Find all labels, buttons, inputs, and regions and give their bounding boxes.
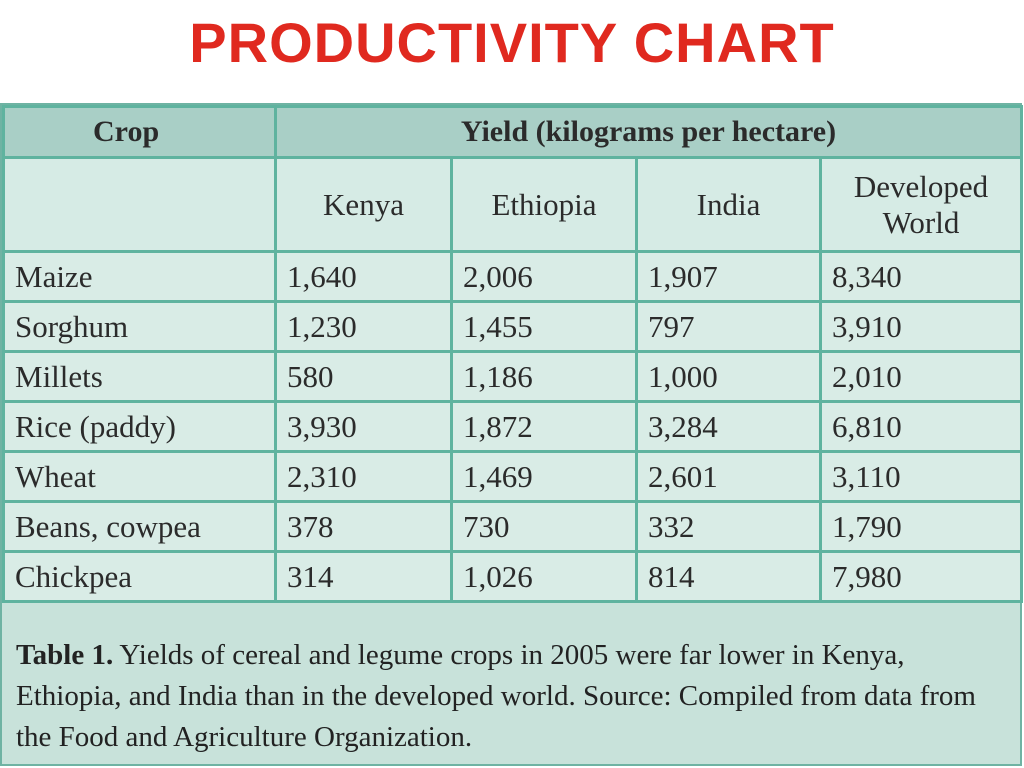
value-cell: 3,110 bbox=[818, 450, 1024, 503]
value-cell: 730 bbox=[450, 500, 638, 553]
value-cell: 1,872 bbox=[450, 400, 638, 453]
yield-table: Crop Yield (kilograms per hectare) Kenya… bbox=[2, 105, 1024, 603]
table-row: Rice (paddy) 3,930 1,872 3,284 6,810 bbox=[2, 400, 1024, 453]
value-cell: 3,930 bbox=[274, 400, 453, 453]
value-cell: 314 bbox=[274, 550, 453, 603]
value-cell: 1,907 bbox=[635, 250, 822, 303]
caption-label: Table 1. bbox=[16, 639, 114, 671]
value-cell: 1,230 bbox=[274, 300, 453, 353]
crop-cell: Chickpea bbox=[2, 550, 277, 603]
value-cell: 814 bbox=[635, 550, 822, 603]
value-cell: 2,006 bbox=[450, 250, 638, 303]
value-cell: 378 bbox=[274, 500, 453, 553]
value-cell: 797 bbox=[635, 300, 822, 353]
crop-cell: Sorghum bbox=[2, 300, 277, 353]
slide-title: PRODUCTIVITY CHART bbox=[189, 11, 835, 74]
table-panel: Crop Yield (kilograms per hectare) Kenya… bbox=[0, 103, 1024, 766]
value-cell: 1,640 bbox=[274, 250, 453, 303]
value-cell: 1,000 bbox=[635, 350, 822, 403]
value-cell: 6,810 bbox=[818, 400, 1024, 453]
blank-header-cell bbox=[2, 156, 277, 253]
value-cell: 1,469 bbox=[450, 450, 638, 503]
column-header-india: India bbox=[635, 156, 822, 253]
column-header-developed-world: Developed World bbox=[818, 156, 1024, 253]
column-header-kenya: Kenya bbox=[274, 156, 453, 253]
table-row: Millets 580 1,186 1,000 2,010 bbox=[2, 350, 1024, 403]
crop-cell: Rice (paddy) bbox=[2, 400, 277, 453]
crop-cell: Beans, cowpea bbox=[2, 500, 277, 553]
table-row: Wheat 2,310 1,469 2,601 3,110 bbox=[2, 450, 1024, 503]
crop-cell: Maize bbox=[2, 250, 277, 303]
value-cell: 332 bbox=[635, 500, 822, 553]
value-cell: 1,790 bbox=[818, 500, 1024, 553]
value-cell: 1,455 bbox=[450, 300, 638, 353]
yield-header: Yield (kilograms per hectare) bbox=[273, 105, 1024, 159]
table-row: Chickpea 314 1,026 814 7,980 bbox=[2, 550, 1024, 603]
crop-cell: Wheat bbox=[2, 450, 277, 503]
crop-cell: Millets bbox=[2, 350, 277, 403]
value-cell: 1,026 bbox=[450, 550, 638, 603]
table-row: Maize 1,640 2,006 1,907 8,340 bbox=[2, 250, 1024, 303]
table-row: Sorghum 1,230 1,455 797 3,910 bbox=[2, 300, 1024, 353]
table-row: Beans, cowpea 378 730 332 1,790 bbox=[2, 500, 1024, 553]
value-cell: 3,910 bbox=[818, 300, 1024, 353]
table-caption: Table 1. Yields of cereal and legume cro… bbox=[16, 635, 1016, 758]
value-cell: 2,010 bbox=[818, 350, 1024, 403]
caption-text: Yields of cereal and legume crops in 200… bbox=[16, 639, 976, 753]
crop-header: Crop bbox=[2, 105, 277, 159]
value-cell: 2,601 bbox=[635, 450, 822, 503]
value-cell: 8,340 bbox=[818, 250, 1024, 303]
column-header-ethiopia: Ethiopia bbox=[450, 156, 638, 253]
value-cell: 2,310 bbox=[274, 450, 453, 503]
value-cell: 1,186 bbox=[450, 350, 638, 403]
value-cell: 580 bbox=[274, 350, 453, 403]
value-cell: 3,284 bbox=[635, 400, 822, 453]
value-cell: 7,980 bbox=[818, 550, 1024, 603]
